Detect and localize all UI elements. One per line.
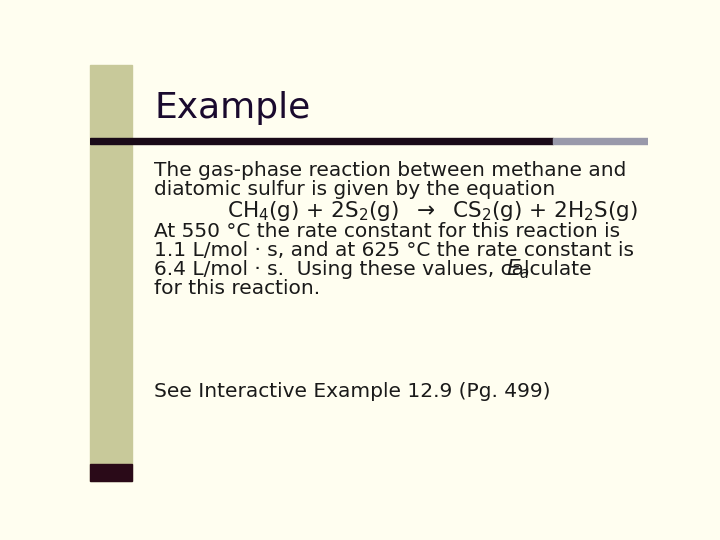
Text: 6.4 L/mol · s.  Using these values, calculate: 6.4 L/mol · s. Using these values, calcu… — [154, 260, 598, 279]
Text: The gas-phase reaction between methane and: The gas-phase reaction between methane a… — [154, 161, 626, 180]
Text: 1.1 L/mol · s, and at 625 °C the rate constant is: 1.1 L/mol · s, and at 625 °C the rate co… — [154, 241, 634, 260]
Text: At 550 °C the rate constant for this reaction is: At 550 °C the rate constant for this rea… — [154, 222, 621, 241]
Bar — [553, 138, 648, 144]
Text: for this reaction.: for this reaction. — [154, 279, 320, 298]
Bar — [90, 65, 132, 481]
Text: $\mathit{E}_{\mathit{a}}$: $\mathit{E}_{\mathit{a}}$ — [505, 258, 529, 281]
Text: diatomic sulfur is given by the equation: diatomic sulfur is given by the equation — [154, 180, 555, 199]
Bar — [90, 464, 132, 481]
Bar — [90, 138, 553, 144]
Text: CH$_4$(g) + 2S$_2$(g)  $\rightarrow$  CS$_2$(g) + 2H$_2$S(g): CH$_4$(g) + 2S$_2$(g) $\rightarrow$ CS$_… — [227, 199, 638, 223]
Text: See Interactive Example 12.9 (Pg. 499): See Interactive Example 12.9 (Pg. 499) — [154, 382, 551, 401]
Text: Example: Example — [154, 91, 310, 125]
